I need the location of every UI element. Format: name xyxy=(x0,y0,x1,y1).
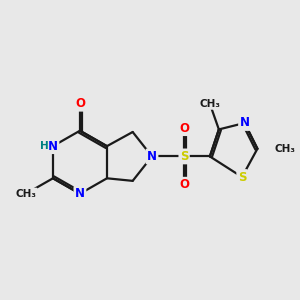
Text: O: O xyxy=(75,97,85,110)
Text: O: O xyxy=(179,122,189,135)
Text: CH₃: CH₃ xyxy=(15,189,36,199)
Text: N: N xyxy=(75,187,85,200)
Text: N: N xyxy=(48,140,58,153)
Text: S: S xyxy=(180,150,188,163)
Text: H: H xyxy=(40,141,48,151)
Text: CH₃: CH₃ xyxy=(199,99,220,109)
Text: O: O xyxy=(179,178,189,191)
Text: CH₃: CH₃ xyxy=(274,144,295,154)
Text: S: S xyxy=(238,170,246,184)
Text: N: N xyxy=(147,150,157,163)
Text: N: N xyxy=(240,116,250,130)
